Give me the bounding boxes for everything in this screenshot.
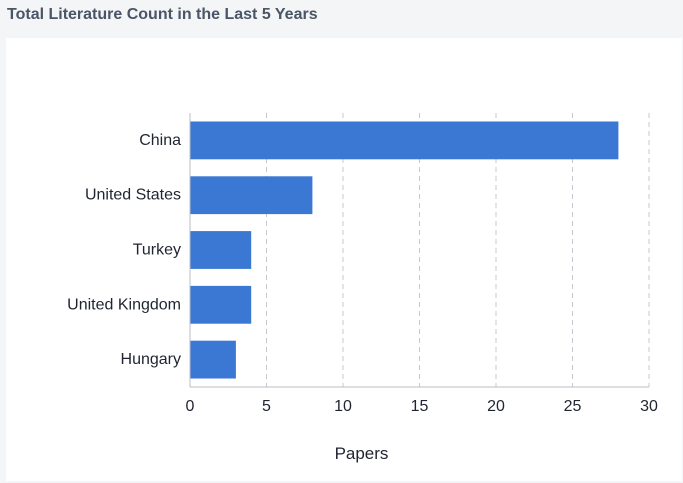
tick-labels: China United States Turkey United Kingdom Hu… bbox=[67, 132, 658, 415]
x-tick-label-20: 20 bbox=[487, 398, 505, 415]
x-tick-label-10: 10 bbox=[334, 398, 352, 415]
y-tick-label-china: China bbox=[139, 132, 181, 149]
x-tick-label-0: 0 bbox=[186, 398, 195, 415]
bar-united-kingdom[interactable] bbox=[190, 286, 251, 324]
bar-united-states[interactable] bbox=[190, 176, 312, 214]
x-tick-label-5: 5 bbox=[262, 398, 271, 415]
x-tick-label-25: 25 bbox=[564, 398, 582, 415]
y-tick-label-united-kingdom: United Kingdom bbox=[67, 296, 181, 313]
bar-turkey[interactable] bbox=[190, 231, 251, 269]
bar-china[interactable] bbox=[190, 121, 618, 159]
y-tick-label-turkey: Turkey bbox=[133, 242, 181, 259]
y-tick-label-hungary: Hungary bbox=[121, 351, 181, 368]
x-tick-label-30: 30 bbox=[640, 398, 658, 415]
x-tick-label-15: 15 bbox=[411, 398, 429, 415]
x-axis-title: Papers bbox=[335, 444, 389, 463]
bars bbox=[190, 121, 618, 378]
y-tick-label-united-states: United States bbox=[85, 187, 181, 204]
bar-hungary[interactable] bbox=[190, 341, 236, 379]
